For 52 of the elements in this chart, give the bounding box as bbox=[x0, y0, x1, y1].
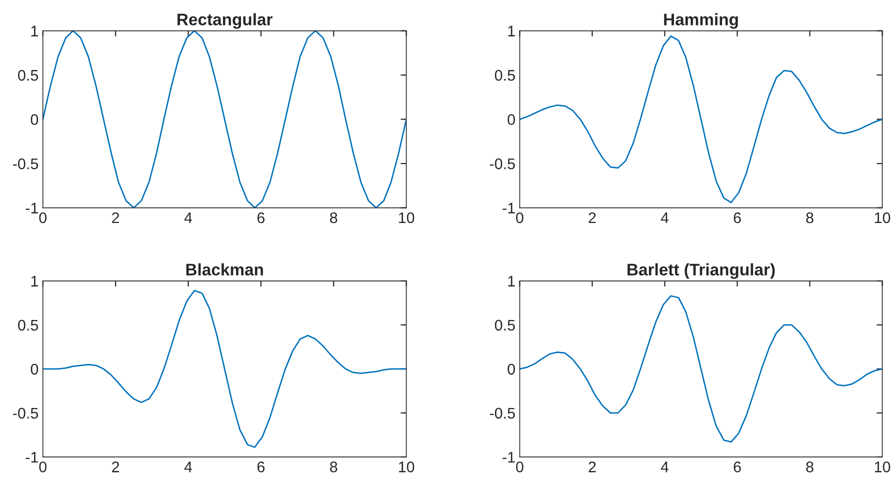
x-tick-label: 4 bbox=[660, 462, 669, 472]
x-tick-label: 4 bbox=[184, 212, 192, 224]
y-tick-label: -0.5 bbox=[13, 408, 38, 419]
line-series bbox=[42, 30, 406, 208]
y-tick-label: -1 bbox=[26, 202, 38, 214]
y-tick-label: -0.5 bbox=[490, 408, 515, 419]
y-tick-label: 0.5 bbox=[494, 70, 515, 81]
y-tick-label: 1 bbox=[508, 276, 515, 286]
x-tick-label: 10 bbox=[874, 462, 890, 472]
x-tick-label: 2 bbox=[112, 462, 120, 472]
line-series bbox=[42, 290, 406, 448]
y-tick-label: -1 bbox=[26, 452, 38, 462]
line-series bbox=[520, 35, 882, 204]
y-tick-label: 1 bbox=[31, 276, 38, 286]
chart-title: Barlett (Triangular) bbox=[628, 263, 775, 279]
chart-title: Rectangular bbox=[178, 13, 272, 29]
x-tick-label: 8 bbox=[330, 212, 338, 224]
x-tick-label: 0 bbox=[516, 462, 524, 472]
y-tick-label: 0 bbox=[30, 114, 38, 125]
x-tick-label: 8 bbox=[806, 462, 814, 472]
x-tick-label: 6 bbox=[734, 462, 741, 472]
chart-title: Hamming bbox=[664, 13, 738, 29]
y-tick-label: -1 bbox=[502, 452, 515, 462]
x-tick-label: 4 bbox=[660, 212, 669, 224]
x-tick-label: 8 bbox=[330, 462, 338, 472]
x-tick-label: 2 bbox=[588, 212, 596, 224]
x-tick-label: 8 bbox=[806, 212, 814, 224]
line-series bbox=[520, 295, 882, 443]
y-tick-label: 0 bbox=[30, 364, 38, 375]
y-tick-label: 0.5 bbox=[494, 320, 515, 331]
x-tick-label: 0 bbox=[39, 462, 47, 472]
x-tick-label: 4 bbox=[184, 462, 192, 472]
y-tick-label: 0.5 bbox=[18, 70, 38, 81]
y-tick-label: 0 bbox=[508, 114, 515, 125]
y-tick-label: 0 bbox=[508, 364, 515, 375]
y-tick-label: 1 bbox=[31, 26, 38, 36]
x-tick-label: 10 bbox=[398, 212, 414, 224]
x-tick-label: 2 bbox=[112, 212, 120, 224]
x-tick-label: 6 bbox=[257, 462, 265, 472]
x-tick-label: 0 bbox=[39, 212, 47, 224]
x-tick-label: 0 bbox=[516, 212, 524, 224]
x-tick-label: 6 bbox=[257, 212, 265, 224]
x-tick-label: 10 bbox=[398, 462, 414, 472]
y-tick-label: -0.5 bbox=[13, 158, 38, 170]
y-tick-label: -0.5 bbox=[490, 158, 515, 170]
x-tick-label: 6 bbox=[734, 212, 741, 224]
x-tick-label: 2 bbox=[588, 462, 596, 472]
x-tick-label: 10 bbox=[874, 212, 890, 224]
y-tick-label: 0.5 bbox=[18, 320, 38, 331]
y-tick-label: 1 bbox=[508, 26, 515, 36]
chart-title: Blackman bbox=[186, 263, 263, 276]
y-tick-label: -1 bbox=[502, 202, 515, 214]
